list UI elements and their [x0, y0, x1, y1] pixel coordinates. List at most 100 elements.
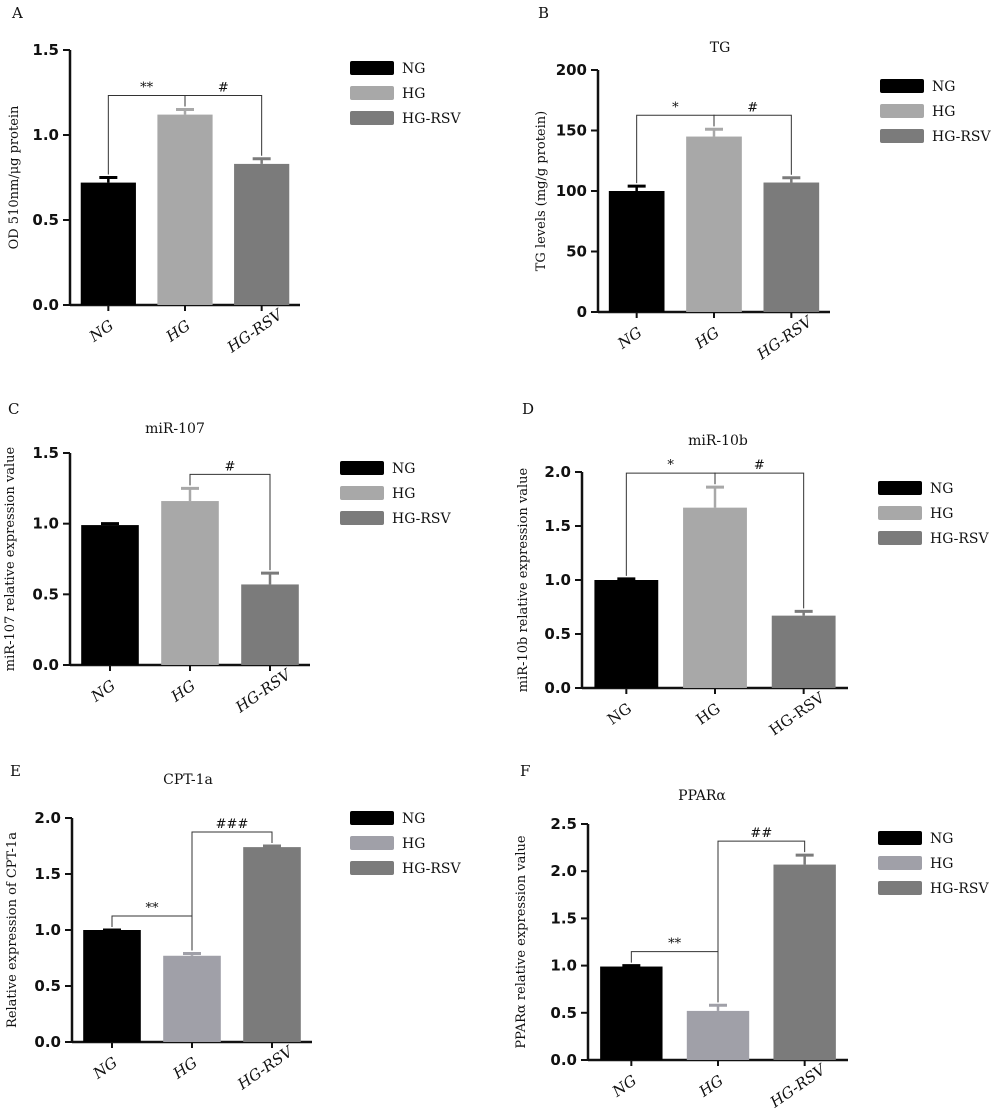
significance-bracket — [713, 114, 792, 175]
bar-hg — [683, 507, 747, 688]
y-tick-label: 1.0 — [32, 126, 59, 144]
significance-label: ** — [668, 937, 682, 952]
legend-label: NG — [402, 811, 425, 827]
legend-swatch — [880, 104, 924, 118]
legend-swatch — [878, 881, 922, 895]
bar-hg — [161, 501, 219, 665]
y-tick-label: 0.5 — [32, 585, 59, 603]
y-tick-label: 1.0 — [550, 957, 577, 975]
significance-bracket — [717, 840, 806, 1003]
legend-swatch — [350, 836, 394, 850]
x-tick-label: HG-RSV — [231, 664, 295, 717]
y-axis-title: OD 510nm/μg protein — [7, 105, 22, 249]
panel-letter: A — [11, 4, 23, 22]
y-tick-label: 1.5 — [32, 444, 59, 462]
legend-label: HG-RSV — [402, 861, 462, 877]
legend-swatch — [340, 486, 384, 500]
bar-ng — [83, 930, 141, 1042]
chart-title: PPARα — [678, 788, 726, 804]
panel-b: B TG 0 50 100 150 200 TG levels (mg/g protein) N… — [534, 4, 992, 364]
y-tick-label: 1.0 — [34, 921, 61, 939]
bar-hg-rsv — [241, 584, 299, 665]
panel-letter: F — [520, 762, 530, 780]
bar-hg — [163, 955, 221, 1042]
y-tick-label: 0.5 — [544, 625, 571, 643]
y-axis-title: miR-10b relative expression value — [516, 467, 531, 692]
legend-label: HG-RSV — [392, 511, 452, 527]
legend-label: NG — [402, 61, 425, 77]
y-tick-label: 150 — [556, 122, 587, 140]
y-tick-label: 2.0 — [550, 862, 577, 880]
legend-label: NG — [930, 481, 953, 497]
x-tick-label: NG — [89, 1053, 121, 1083]
legend-label: HG — [930, 856, 953, 872]
bar-ng — [80, 182, 136, 305]
significance-label: # — [225, 459, 236, 474]
legend-swatch — [340, 461, 384, 475]
significance-label: # — [218, 81, 229, 96]
panel-letter: B — [538, 4, 549, 22]
y-tick-label: 0.5 — [34, 977, 61, 995]
significance-label: * — [672, 100, 679, 115]
x-tick-label: HG — [695, 1071, 727, 1101]
legend-swatch — [880, 79, 924, 93]
x-tick-label: HG — [162, 316, 194, 346]
legend-swatch — [350, 86, 394, 100]
y-axis-title: TG levels (mg/g protein) — [534, 111, 549, 271]
legend-label: HG-RSV — [402, 111, 462, 127]
y-tick-label: 100 — [556, 182, 587, 200]
bar-hg-rsv — [763, 182, 820, 312]
y-tick-label: 0.5 — [32, 211, 59, 229]
legend-swatch — [878, 481, 922, 495]
y-tick-label: 200 — [556, 61, 587, 79]
panel-letter: C — [8, 400, 19, 418]
x-tick-label: NG — [87, 676, 119, 706]
significance-label: ** — [140, 81, 154, 96]
bar-hg-rsv — [243, 847, 301, 1042]
y-tick-label: 2.0 — [544, 463, 571, 481]
legend-label: HG — [402, 86, 425, 102]
legend-swatch — [878, 531, 922, 545]
significance-label: # — [747, 100, 758, 115]
legend-swatch — [878, 831, 922, 845]
x-tick-label: HG-RSV — [223, 304, 287, 357]
legend-swatch — [878, 856, 922, 870]
legend-label: HG-RSV — [930, 881, 990, 897]
y-tick-label: 1.0 — [32, 515, 59, 533]
bar-ng — [81, 525, 139, 665]
y-axis-title: PPARα relative expression value — [514, 835, 529, 1048]
y-tick-label: 2.0 — [34, 809, 61, 827]
y-tick-label: 1.5 — [32, 41, 59, 59]
significance-bracket — [714, 472, 805, 609]
legend-label: HG — [932, 104, 955, 120]
legend-label: HG — [392, 486, 415, 502]
x-tick-label: NG — [608, 1071, 640, 1101]
legend-swatch — [350, 111, 394, 125]
legend-swatch — [350, 61, 394, 75]
significance-bracket — [191, 831, 273, 951]
x-tick-label: HG — [691, 323, 723, 353]
significance-bracket — [184, 95, 263, 156]
x-tick-label: HG — [167, 676, 199, 706]
x-tick-label: NG — [604, 699, 635, 728]
chart-title: miR-10b — [688, 433, 748, 449]
y-tick-label: 0.0 — [34, 1033, 61, 1051]
significance-bracket — [189, 473, 271, 571]
y-tick-label: 50 — [566, 243, 587, 261]
y-tick-label: 1.5 — [550, 909, 577, 927]
chart-title: TG — [710, 40, 731, 56]
x-tick-label: HG — [169, 1053, 201, 1083]
legend-swatch — [350, 861, 394, 875]
panel-letter: E — [10, 762, 21, 780]
legend-label: HG-RSV — [932, 129, 992, 145]
x-tick-label: HG-RSV — [766, 688, 829, 739]
bar-hg-rsv — [773, 864, 836, 1060]
bar-hg — [157, 114, 213, 305]
bar-ng — [600, 966, 663, 1060]
legend-label: NG — [392, 461, 415, 477]
legend-label: NG — [932, 79, 955, 95]
panel-a: A 0.0 0.5 1.0 1.5 OD 510nm/μg protein NG HG HG-R… — [7, 4, 462, 357]
legend-label: HG-RSV — [930, 531, 990, 547]
